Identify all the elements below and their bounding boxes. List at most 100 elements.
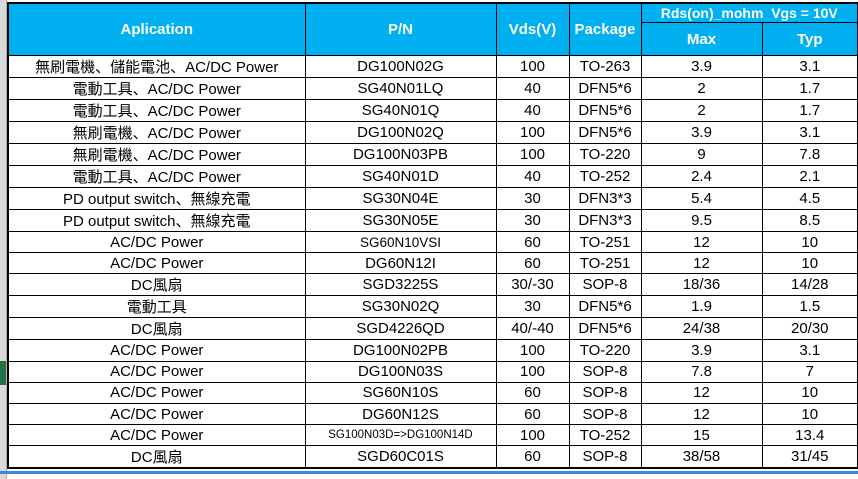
- cell-application[interactable]: 電動工具、AC/DC Power: [7, 77, 306, 100]
- cell-pn[interactable]: DG100N02Q: [304, 121, 497, 144]
- cell-vds[interactable]: 40: [495, 77, 570, 100]
- cell-typ[interactable]: 8.5: [761, 209, 858, 232]
- cell-typ[interactable]: 20/30: [761, 317, 858, 341]
- cell-application[interactable]: 無刷電機、儲能電池、AC/DC Power: [7, 55, 306, 78]
- cell-max[interactable]: 1.9: [640, 295, 763, 319]
- cell-pn[interactable]: SGD3225S: [304, 273, 497, 297]
- cell-application[interactable]: 無刷電機、AC/DC Power: [7, 121, 306, 144]
- cell-max[interactable]: 24/38: [640, 317, 763, 341]
- cell-application[interactable]: PD output switch、無線充電: [7, 209, 306, 232]
- cell-pn[interactable]: DG100N03S: [304, 360, 497, 383]
- cell-application[interactable]: PD output switch、無線充電: [7, 187, 306, 210]
- cell-pn[interactable]: DG100N03PB: [304, 143, 497, 166]
- cell-application[interactable]: DC風扇: [7, 317, 306, 341]
- cell-package[interactable]: DFN5*6: [568, 99, 642, 122]
- cell-typ[interactable]: 13.4: [761, 424, 858, 447]
- header-vds[interactable]: Vds(V): [495, 2, 570, 56]
- cell-max[interactable]: 12: [640, 230, 763, 254]
- cell-vds[interactable]: 60: [495, 381, 570, 404]
- cell-vds[interactable]: 60: [495, 230, 570, 254]
- cell-pn[interactable]: SG30N05E: [304, 209, 497, 232]
- header-pn[interactable]: P/N: [304, 2, 497, 56]
- cell-pn[interactable]: SG30N04E: [304, 187, 497, 210]
- header-rds-group[interactable]: Rds(on)_mohm Vgs = 10V: [640, 2, 858, 23]
- cell-application[interactable]: DC風扇: [7, 273, 306, 297]
- cell-vds[interactable]: 30: [495, 295, 570, 319]
- cell-max[interactable]: 3.9: [640, 55, 763, 78]
- cell-application[interactable]: 電動工具: [7, 295, 306, 319]
- cell-typ[interactable]: 4.5: [761, 187, 858, 210]
- header-rds-typ[interactable]: Typ: [761, 22, 858, 56]
- cell-max[interactable]: 2: [640, 77, 763, 100]
- cell-max[interactable]: 3.9: [640, 339, 763, 362]
- cell-typ[interactable]: 7: [761, 360, 858, 383]
- cell-package[interactable]: SOP-8: [568, 360, 642, 383]
- cell-pn[interactable]: SGD60C01S: [304, 445, 497, 469]
- cell-application[interactable]: AC/DC Power: [7, 339, 306, 362]
- cell-typ[interactable]: 31/45: [761, 445, 858, 469]
- cell-typ[interactable]: 10: [761, 402, 858, 426]
- cell-typ[interactable]: 10: [761, 230, 858, 254]
- cell-application[interactable]: 無刷電機、AC/DC Power: [7, 143, 306, 166]
- cell-vds[interactable]: 40: [495, 99, 570, 122]
- cell-typ[interactable]: 14/28: [761, 273, 858, 297]
- cell-pn[interactable]: SG30N02Q: [304, 295, 497, 319]
- header-rds-max[interactable]: Max: [640, 22, 763, 56]
- cell-application[interactable]: 電動工具、AC/DC Power: [7, 165, 306, 188]
- header-application[interactable]: Aplication: [7, 2, 306, 56]
- cell-application[interactable]: AC/DC Power: [7, 424, 306, 447]
- cell-package[interactable]: DFN5*6: [568, 121, 642, 144]
- cell-pn[interactable]: SG60N10S: [304, 381, 497, 404]
- cell-application[interactable]: AC/DC Power: [7, 402, 306, 426]
- cell-application[interactable]: AC/DC Power: [7, 360, 306, 383]
- cell-pn[interactable]: DG60N12I: [304, 252, 497, 275]
- cell-vds[interactable]: 60: [495, 252, 570, 275]
- cell-pn[interactable]: SGD4226QD: [304, 317, 497, 341]
- cell-max[interactable]: 12: [640, 402, 763, 426]
- cell-package[interactable]: TO-220: [568, 143, 642, 166]
- cell-max[interactable]: 18/36: [640, 273, 763, 297]
- cell-package[interactable]: DFN3*3: [568, 187, 642, 210]
- cell-typ[interactable]: 3.1: [761, 339, 858, 362]
- cell-vds[interactable]: 100: [495, 424, 570, 447]
- cell-vds[interactable]: 100: [495, 360, 570, 383]
- cell-max[interactable]: 2.4: [640, 165, 763, 188]
- cell-vds[interactable]: 60: [495, 402, 570, 426]
- cell-pn[interactable]: DG100N02PB: [304, 339, 497, 362]
- cell-pn[interactable]: SG40N01LQ: [304, 77, 497, 100]
- cell-vds[interactable]: 30: [495, 187, 570, 210]
- cell-typ[interactable]: 7.8: [761, 143, 858, 166]
- cell-max[interactable]: 15: [640, 424, 763, 447]
- cell-vds[interactable]: 40: [495, 165, 570, 188]
- cell-typ[interactable]: 1.7: [761, 77, 858, 100]
- cell-application[interactable]: AC/DC Power: [7, 252, 306, 275]
- cell-package[interactable]: DFN5*6: [568, 317, 642, 341]
- header-package[interactable]: Package: [568, 2, 642, 56]
- cell-vds[interactable]: 100: [495, 55, 570, 78]
- cell-vds[interactable]: 60: [495, 445, 570, 469]
- cell-package[interactable]: TO-263: [568, 55, 642, 78]
- cell-package[interactable]: SOP-8: [568, 445, 642, 469]
- cell-application[interactable]: AC/DC Power: [7, 381, 306, 404]
- cell-package[interactable]: TO-252: [568, 424, 642, 447]
- cell-application[interactable]: DC風扇: [7, 445, 306, 469]
- cell-application[interactable]: 電動工具、AC/DC Power: [7, 99, 306, 122]
- cell-pn[interactable]: SG40N01Q: [304, 99, 497, 122]
- cell-package[interactable]: SOP-8: [568, 273, 642, 297]
- cell-max[interactable]: 9.5: [640, 209, 763, 232]
- cell-pn[interactable]: DG60N12S: [304, 402, 497, 426]
- cell-package[interactable]: DFN5*6: [568, 77, 642, 100]
- cell-typ[interactable]: 1.7: [761, 99, 858, 122]
- cell-max[interactable]: 12: [640, 381, 763, 404]
- cell-max[interactable]: 3.9: [640, 121, 763, 144]
- cell-package[interactable]: DFN3*3: [568, 209, 642, 232]
- cell-typ[interactable]: 1.5: [761, 295, 858, 319]
- cell-pn[interactable]: SG40N01D: [304, 165, 497, 188]
- cell-max[interactable]: 38/58: [640, 445, 763, 469]
- cell-vds[interactable]: 30/-30: [495, 273, 570, 297]
- cell-vds[interactable]: 100: [495, 121, 570, 144]
- cell-vds[interactable]: 40/-40: [495, 317, 570, 341]
- cell-typ[interactable]: 3.1: [761, 55, 858, 78]
- cell-vds[interactable]: 30: [495, 209, 570, 232]
- cell-package[interactable]: TO-252: [568, 165, 642, 188]
